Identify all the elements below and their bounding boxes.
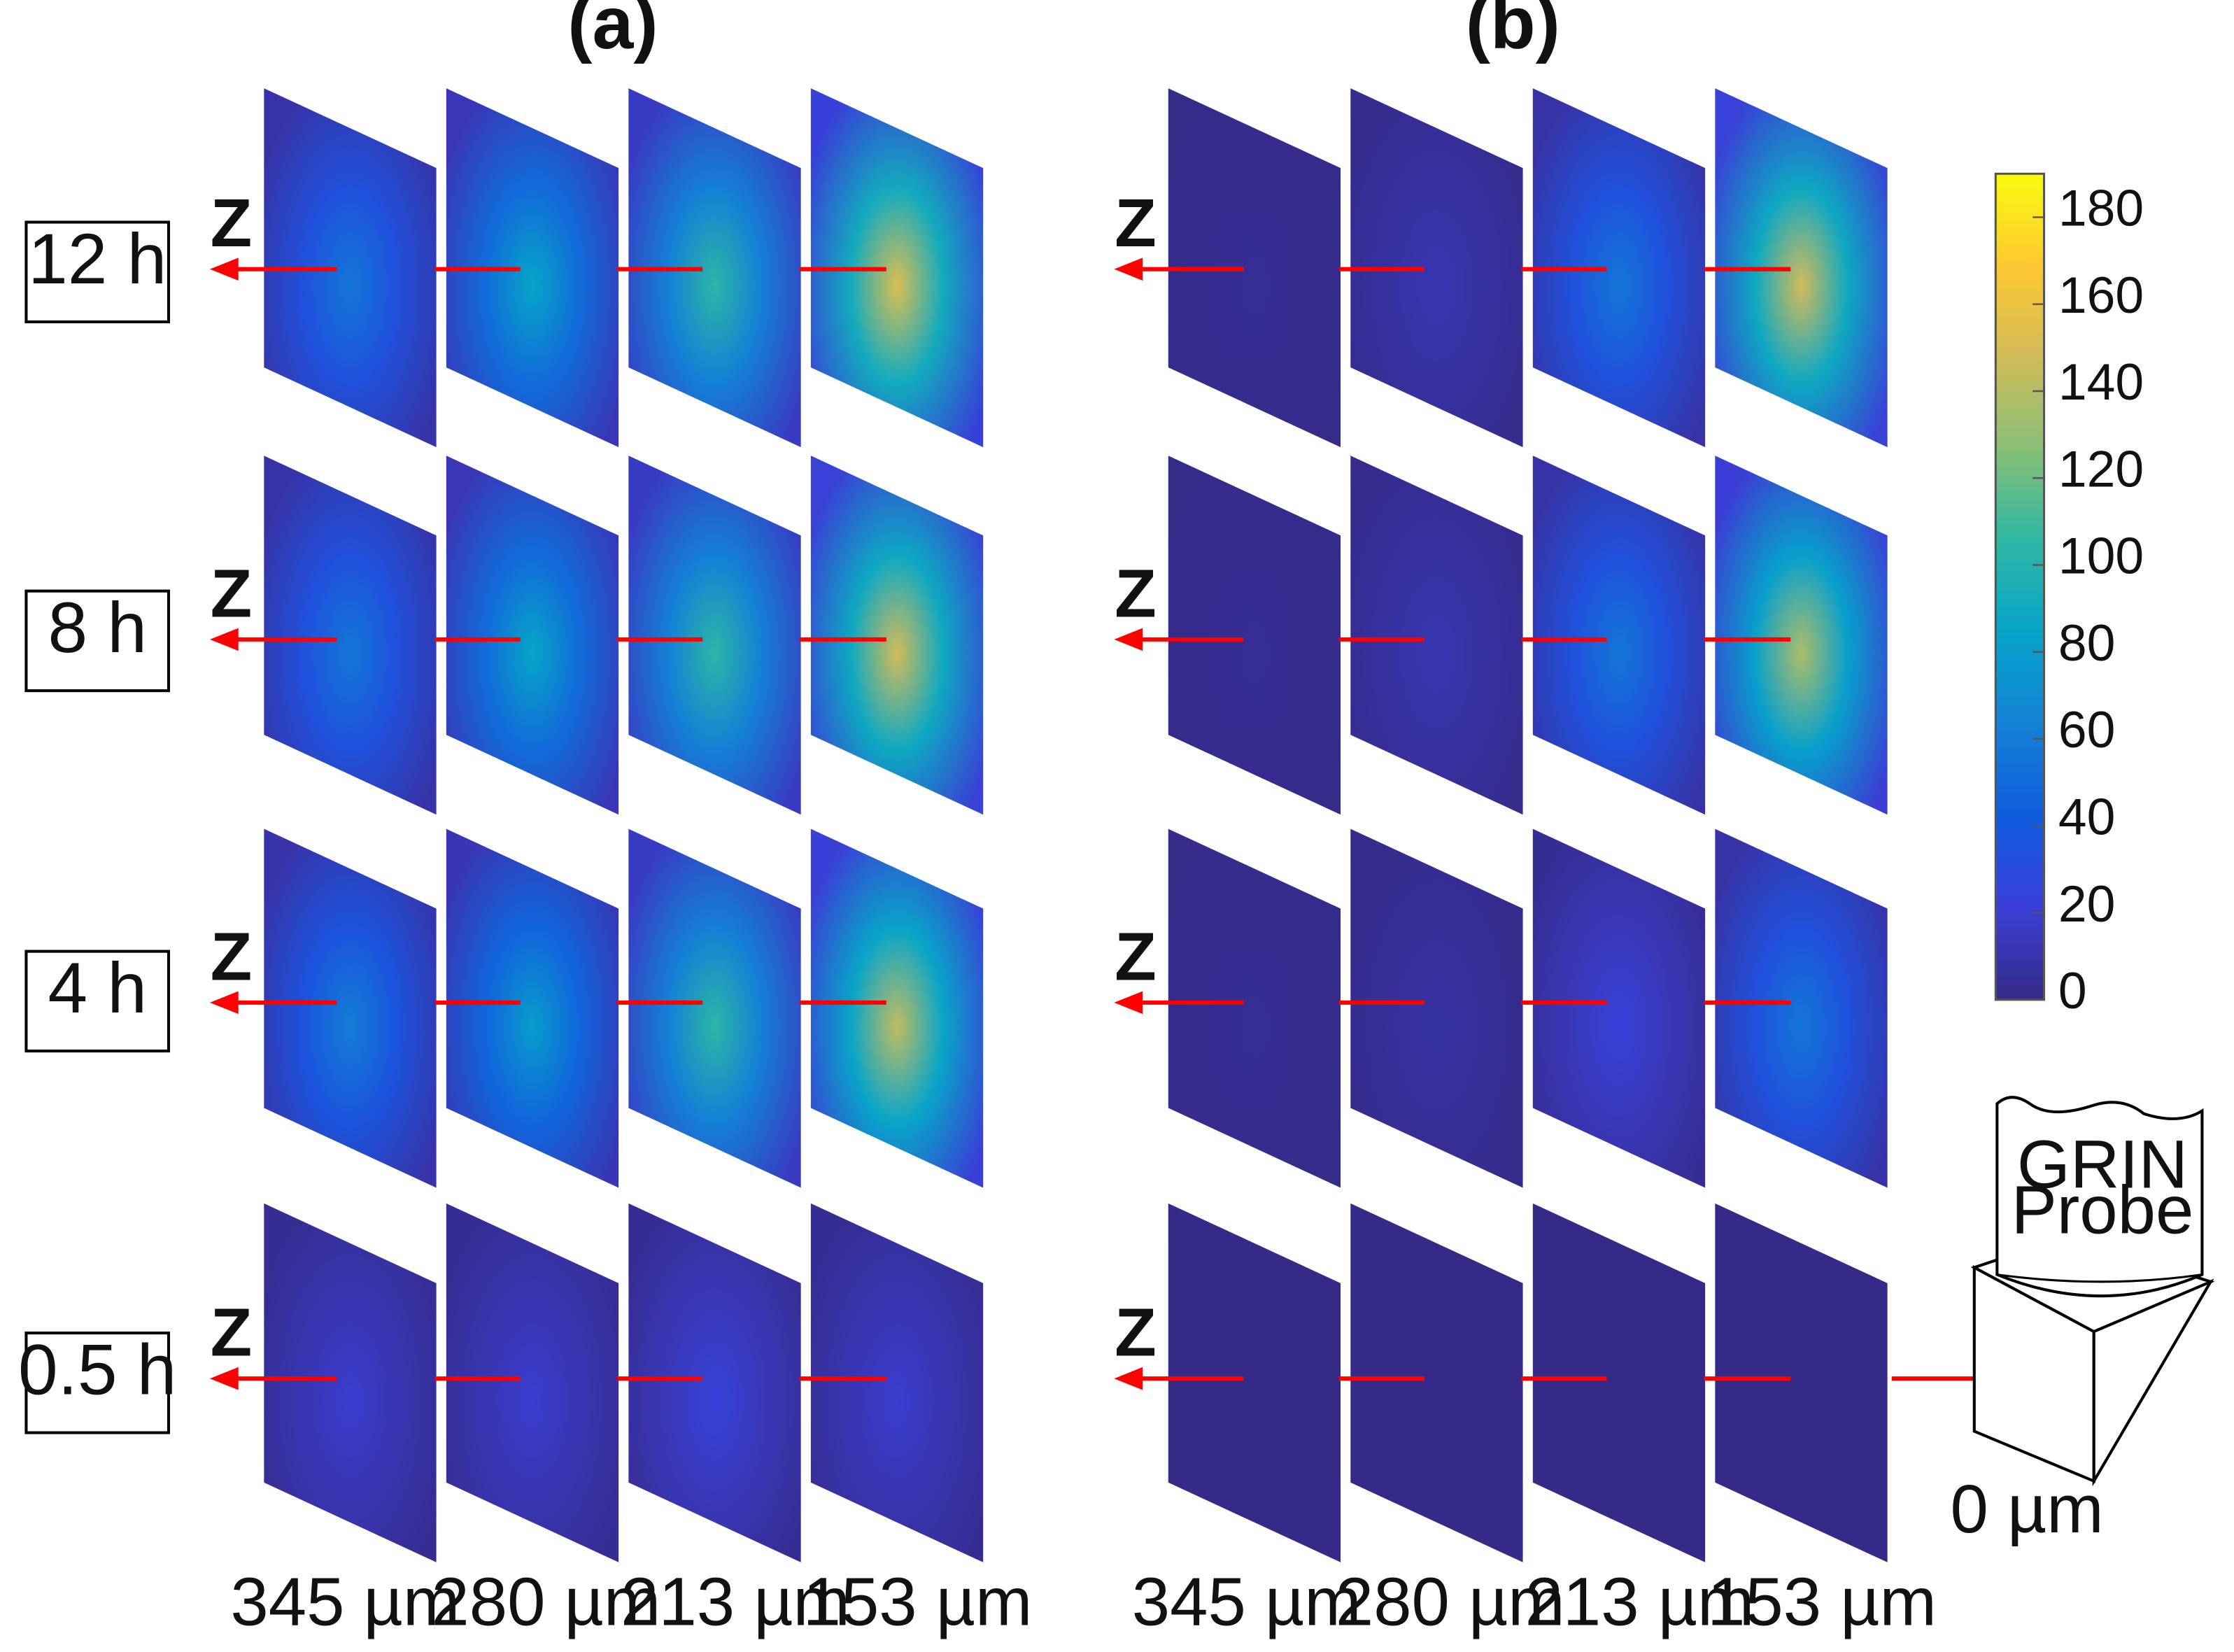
- colorbar-tick-label: 20: [2058, 875, 2116, 933]
- colorbar-tick-label: 140: [2058, 353, 2144, 411]
- z-arrow-head: [209, 1367, 239, 1390]
- image-slice-a-row1-col2: [628, 456, 801, 815]
- z-axis-label: Z: [211, 1294, 253, 1371]
- image-slice-b-row0-col2: [1532, 88, 1706, 448]
- image-slice-b-row3-col2: [1532, 1203, 1706, 1562]
- slice-grid: [264, 88, 1888, 1562]
- image-slice-b-row1-col1: [1350, 456, 1523, 815]
- z-arrow-head: [209, 257, 239, 281]
- depth-label-a-213: 213 µm: [621, 1563, 850, 1639]
- colorbar-tick-label: 180: [2058, 180, 2144, 237]
- z-axis-label: Z: [1115, 185, 1157, 261]
- z-arrow-head: [1114, 991, 1143, 1015]
- image-slice-b-row3-col1: [1350, 1203, 1523, 1562]
- image-slice-b-row1-col2: [1532, 456, 1706, 815]
- time-label-text: 12 h: [28, 219, 167, 299]
- depth-label-b-213: 213 µm: [1525, 1563, 1755, 1639]
- panel-title-a: (a): [567, 0, 658, 64]
- grin-probe-illustration: GRIN Probe 0 µm: [1951, 1096, 2215, 1547]
- depth-label-a-280: 280 µm: [431, 1563, 660, 1639]
- image-slice-b-row2-col3: [1715, 828, 1888, 1188]
- colorbar-gradient: [1994, 172, 2046, 1001]
- probe-cylinder: [1995, 1096, 2204, 1298]
- image-slice-b-row3-col3: [1715, 1203, 1888, 1562]
- z-arrow-head: [209, 628, 239, 651]
- depth-label-b-345: 345 µm: [1132, 1563, 1362, 1639]
- image-slice-b-row0-col1: [1350, 88, 1523, 448]
- colorbar-tick-label: 160: [2058, 267, 2144, 324]
- depth-label-a-345: 345 µm: [230, 1563, 460, 1639]
- time-label-0.5h: 0.5 h: [18, 1330, 176, 1434]
- image-slice-a-row3-col2: [628, 1203, 801, 1562]
- image-slice-a-row1-col1: [446, 456, 619, 815]
- time-label-8h: 8 h: [24, 588, 170, 693]
- z-arrow-head: [209, 991, 239, 1015]
- image-slice-a-row0-col0: [264, 88, 437, 448]
- image-slice-a-row3-col0: [264, 1203, 437, 1562]
- z-axis-label: Z: [211, 555, 253, 631]
- image-slice-b-row2-col2: [1532, 828, 1706, 1188]
- image-slice-a-row3-col3: [810, 1203, 984, 1562]
- probe-depth-label: 0 µm: [1951, 1471, 2104, 1547]
- depth-label-a-153: 153 µm: [803, 1563, 1033, 1639]
- image-slice-b-row2-col1: [1350, 828, 1523, 1188]
- image-slice-b-row0-col0: [1168, 88, 1341, 448]
- depth-label-b-153: 153 µm: [1707, 1563, 1937, 1639]
- time-label-text: 8 h: [48, 588, 146, 668]
- image-slice-b-row1-col3: [1715, 456, 1888, 815]
- image-slice-a-row2-col3: [810, 828, 984, 1188]
- z-axis-label: Z: [1115, 1294, 1157, 1371]
- image-slice-b-row3-col0: [1168, 1203, 1341, 1562]
- z-arrow-head: [1114, 628, 1143, 651]
- image-slice-a-row3-col1: [446, 1203, 619, 1562]
- image-slice-a-row1-col0: [264, 456, 437, 815]
- image-slice-a-row2-col2: [628, 828, 801, 1188]
- z-axis-label: Z: [1115, 555, 1157, 631]
- probe-label-line2: Probe: [2012, 1172, 2194, 1248]
- z-arrow-head: [1114, 257, 1143, 281]
- time-label-text: 0.5 h: [18, 1330, 176, 1410]
- image-slice-b-row2-col0: [1168, 828, 1341, 1188]
- colorbar: 180 160 140 120 100 80 60 40 20 0: [1994, 172, 2144, 1019]
- z-axis-label: Z: [1115, 918, 1157, 994]
- image-slice-a-row1-col3: [810, 456, 984, 815]
- image-slice-a-row2-col0: [264, 828, 437, 1188]
- time-label-12h: 12 h: [24, 219, 170, 324]
- colorbar-tick-label: 120: [2058, 440, 2144, 497]
- panel-title-b: (b): [1466, 0, 1560, 64]
- colorbar-ticks: 180 160 140 120 100 80 60 40 20 0: [2032, 180, 2144, 1019]
- time-label-text: 4 h: [48, 948, 146, 1028]
- z-arrow-head: [1114, 1367, 1143, 1390]
- image-slice-b-row1-col0: [1168, 456, 1341, 815]
- depth-label-b-280: 280 µm: [1336, 1563, 1565, 1639]
- axis-arrows: Z Z Z Z Z Z Z Z: [209, 185, 2025, 1390]
- z-axis-label: Z: [211, 918, 253, 994]
- colorbar-tick-label: 40: [2058, 788, 2116, 845]
- probe-label-line1: GRIN: [2017, 1126, 2188, 1202]
- z-axis-label: Z: [211, 185, 253, 261]
- colorbar-tick-label: 100: [2058, 528, 2144, 585]
- image-slice-a-row0-col2: [628, 88, 801, 448]
- colorbar-tick-label: 60: [2058, 701, 2116, 758]
- image-slice-a-row0-col3: [810, 88, 984, 448]
- image-slice-a-row2-col1: [446, 828, 619, 1188]
- time-label-4h: 4 h: [24, 948, 170, 1053]
- image-slice-a-row0-col1: [446, 88, 619, 448]
- colorbar-tick-label: 0: [2058, 962, 2087, 1019]
- colorbar-tick-label: 80: [2058, 614, 2116, 672]
- image-slice-b-row0-col3: [1715, 88, 1888, 448]
